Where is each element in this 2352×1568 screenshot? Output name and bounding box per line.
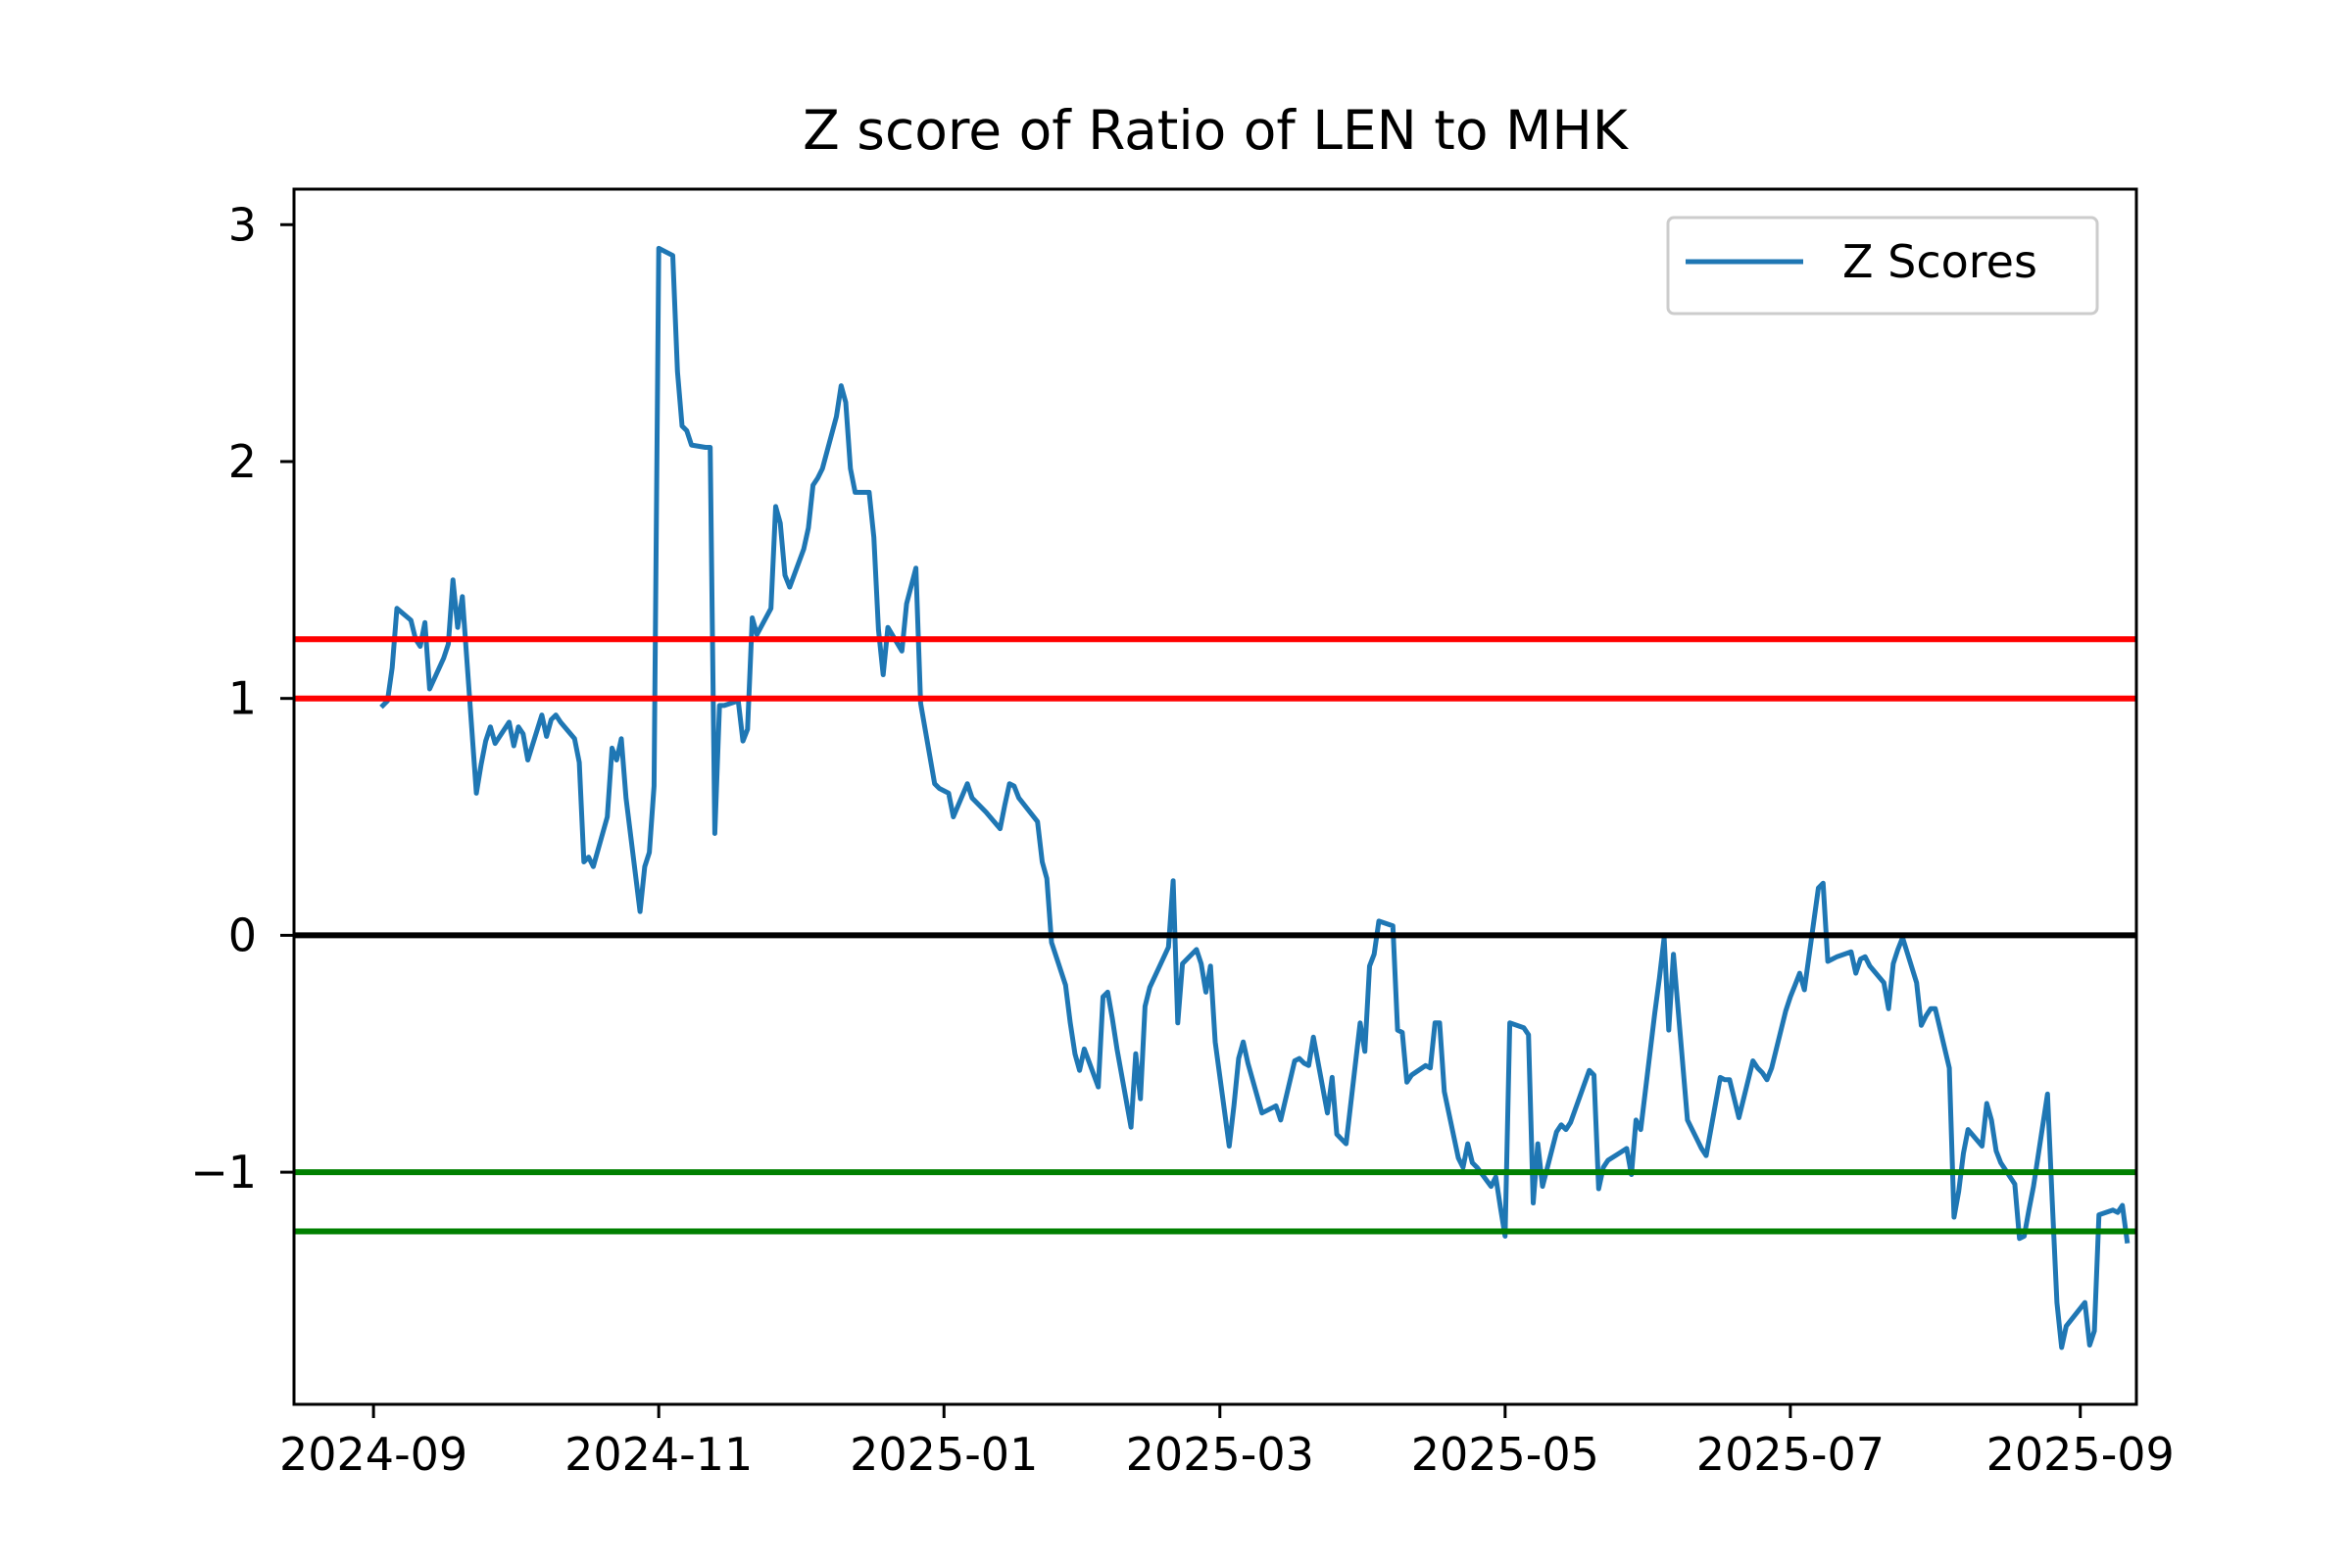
legend-label-z-scores: Z Scores — [1842, 235, 2037, 288]
chart-title: Z score of Ratio of LEN to MHK — [803, 99, 1630, 162]
legend: Z Scores — [1666, 216, 2099, 316]
legend-box — [1666, 216, 2099, 316]
x-tick-label: 2025-07 — [1696, 1428, 1885, 1481]
x-tick-label: 2024-11 — [564, 1428, 753, 1481]
y-tick-label: 2 — [228, 435, 257, 488]
z-scores-line — [379, 245, 2131, 1350]
x-tick-label: 2025-09 — [1986, 1428, 2175, 1481]
x-tick-label: 2024-09 — [279, 1428, 467, 1481]
x-tick-label: 2025-01 — [850, 1428, 1038, 1481]
axes-frame — [292, 187, 2138, 1406]
y-tick-label: 0 — [228, 908, 257, 961]
plot-area — [294, 245, 2136, 1350]
y-tick-label: 3 — [228, 198, 257, 251]
x-tick-label: 2025-05 — [1411, 1428, 1599, 1481]
x-tick-label: 2025-03 — [1126, 1428, 1314, 1481]
axes: 2024-09 2024-11 2025-01 2025-03 2025-05 2025-… — [190, 187, 2175, 1481]
y-tick-label: −1 — [190, 1146, 257, 1199]
y-tick-label: 1 — [228, 672, 257, 725]
